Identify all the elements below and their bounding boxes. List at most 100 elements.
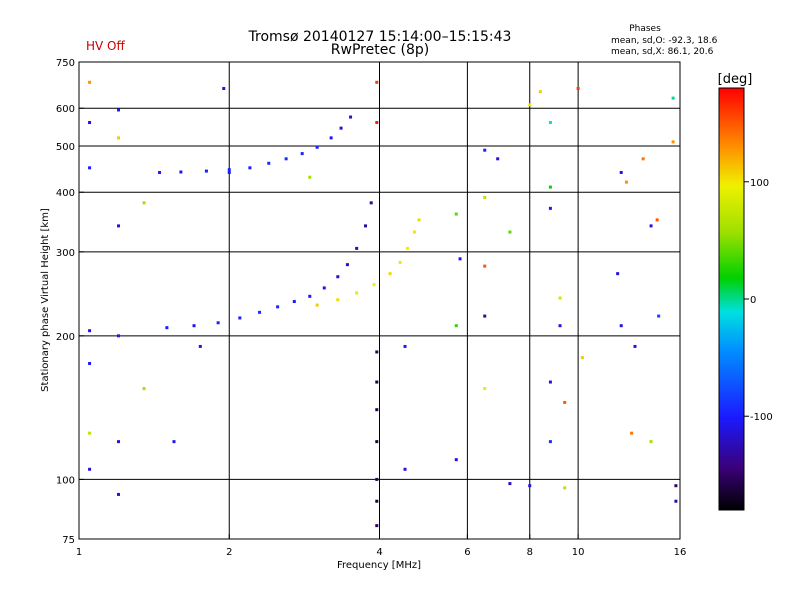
data-point — [671, 140, 675, 144]
data-point — [558, 324, 562, 328]
data-point — [563, 400, 567, 404]
data-point — [88, 121, 92, 125]
colorbar-label: [deg] — [718, 72, 753, 87]
y-tick-label: 300 — [56, 248, 75, 259]
data-point — [88, 431, 92, 435]
data-point — [117, 108, 121, 112]
data-point — [538, 90, 542, 94]
data-point — [375, 499, 379, 503]
data-point — [412, 230, 416, 234]
data-point — [372, 283, 376, 287]
x-axis-label: Frequency [MHz] — [337, 560, 421, 571]
data-point — [483, 148, 487, 152]
data-point — [142, 387, 146, 391]
data-point — [117, 440, 121, 444]
data-point — [165, 326, 169, 330]
phases-o-stats: mean, sd,O: -92.3, 18.6 — [611, 36, 718, 46]
data-point — [375, 440, 379, 444]
data-point — [496, 157, 500, 161]
y-tick-label: 600 — [56, 104, 75, 115]
data-point — [88, 467, 92, 471]
data-point — [339, 126, 343, 130]
data-point — [458, 257, 462, 261]
scatter-points — [88, 80, 678, 528]
data-point — [454, 458, 458, 462]
axis-ticks: 1 2 4 6 8 10 16 75 100 200 300 400 500 600 750 — [56, 58, 686, 558]
data-point — [454, 212, 458, 216]
data-point — [483, 195, 487, 199]
data-point — [300, 152, 304, 156]
data-point — [88, 361, 92, 365]
y-tick-label: 500 — [56, 142, 75, 153]
data-point — [375, 350, 379, 354]
data-point — [674, 484, 678, 488]
data-point — [563, 486, 567, 490]
data-point — [336, 298, 340, 302]
data-point — [649, 440, 653, 444]
data-point — [528, 484, 532, 488]
data-point — [117, 136, 121, 140]
data-point — [142, 201, 146, 205]
data-point — [364, 224, 368, 228]
data-point — [204, 169, 208, 173]
data-point — [179, 170, 183, 174]
data-point — [580, 356, 584, 360]
data-point — [641, 157, 645, 161]
data-point — [671, 96, 675, 100]
data-point — [158, 170, 162, 174]
data-point — [548, 121, 552, 125]
data-point — [616, 272, 620, 276]
colorbar-tick-label: -100 — [750, 412, 773, 423]
data-point — [88, 80, 92, 84]
data-point — [619, 324, 623, 328]
data-point — [548, 206, 552, 210]
x-tick-label: 4 — [376, 547, 382, 558]
data-point — [267, 161, 271, 165]
data-point — [88, 329, 92, 333]
data-point — [336, 275, 340, 279]
data-point — [375, 477, 379, 481]
y-tick-label: 75 — [62, 535, 75, 546]
y-tick-label: 100 — [56, 475, 75, 486]
hv-status-label: HV Off — [86, 39, 125, 53]
data-point — [315, 303, 319, 307]
data-point — [192, 324, 196, 328]
data-point — [398, 260, 402, 264]
data-point — [276, 305, 280, 309]
data-point — [375, 524, 379, 528]
figure-title: Tromsø 20140127 15:14:00–15:15:43 — [248, 29, 512, 45]
data-point — [508, 230, 512, 234]
data-point — [375, 408, 379, 412]
data-point — [508, 482, 512, 486]
colorbar-ticks: 100 0 -100 — [744, 178, 773, 423]
data-point — [483, 387, 487, 391]
colorbar-tick-label: 100 — [750, 178, 769, 189]
phases-title: Phases — [629, 24, 661, 34]
data-point — [216, 321, 220, 325]
data-point — [292, 300, 296, 304]
figure-subtitle: RwPretec (8p) — [331, 42, 429, 58]
data-point — [198, 344, 202, 348]
data-point — [403, 467, 407, 471]
data-point — [483, 314, 487, 318]
data-point — [308, 175, 312, 179]
data-point — [222, 86, 226, 90]
data-point — [548, 185, 552, 189]
x-tick-label: 1 — [76, 547, 82, 558]
data-point — [345, 263, 349, 267]
phases-x-stats: mean, sd,X: 86.1, 20.6 — [611, 47, 714, 57]
data-point — [483, 264, 487, 268]
data-point — [308, 294, 312, 298]
data-point — [619, 170, 623, 174]
colorbar-gradient — [719, 88, 744, 510]
data-point — [375, 380, 379, 384]
data-point — [355, 291, 359, 295]
data-point — [548, 440, 552, 444]
data-point — [322, 286, 326, 290]
colorbar-tick-label: 0 — [750, 295, 756, 306]
data-point — [405, 246, 409, 250]
data-point — [558, 296, 562, 300]
data-point — [417, 218, 421, 222]
data-point — [329, 136, 333, 140]
